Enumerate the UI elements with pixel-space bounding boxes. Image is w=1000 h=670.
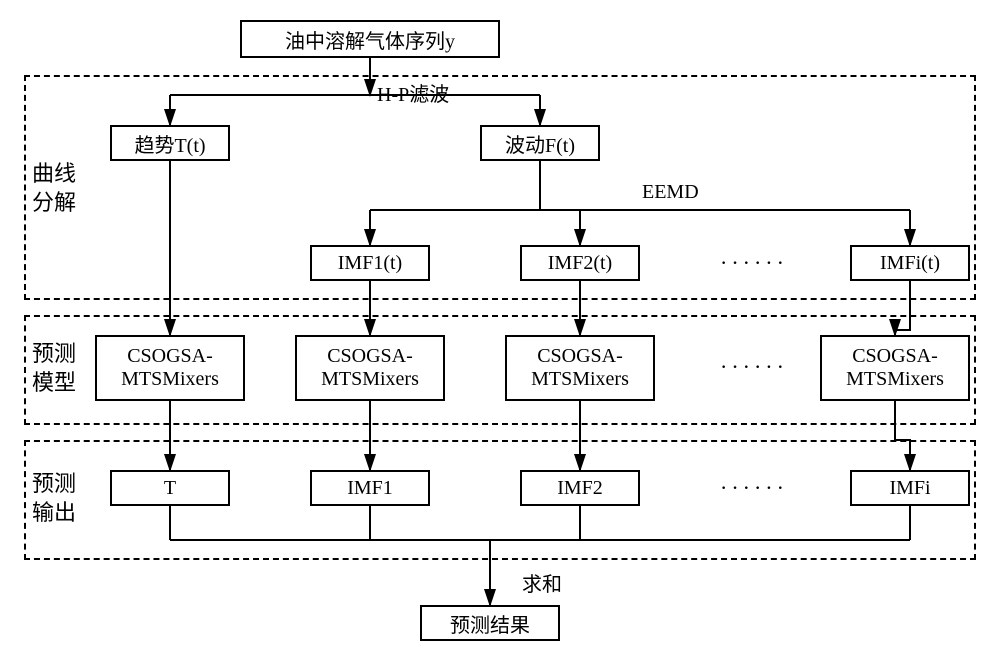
node-output-imf1: IMF1 <box>310 470 430 506</box>
label-output-l1: 预测 <box>32 471 76 496</box>
label-decomposition: 曲线 分解 <box>32 160 82 217</box>
label-decomposition-l2: 分解 <box>32 190 76 215</box>
node-output-imf2-text: IMF2 <box>557 477 603 500</box>
node-model-4-text: CSOGSA-MTSMixers <box>830 345 960 391</box>
label-model: 预测 模型 <box>32 340 82 397</box>
node-output-imf2: IMF2 <box>520 470 640 506</box>
label-output: 预测 输出 <box>32 470 82 527</box>
ellipsis-imf: ······ <box>720 250 788 276</box>
label-decomposition-l1: 曲线 <box>32 161 76 186</box>
node-trend: 趋势T(t) <box>110 125 230 161</box>
label-sum: 求和 <box>520 568 564 597</box>
label-hp-filter: H-P滤波 <box>375 78 451 107</box>
node-output-imfi-text: IMFi <box>889 477 930 500</box>
label-output-l2: 输出 <box>32 500 76 525</box>
node-imf2-text: IMF2(t) <box>548 252 612 275</box>
node-model-1: CSOGSA-MTSMixers <box>95 335 245 401</box>
node-model-2-text: CSOGSA-MTSMixers <box>305 345 435 391</box>
node-imfi: IMFi(t) <box>850 245 970 281</box>
node-model-1-text: CSOGSA-MTSMixers <box>105 345 235 391</box>
node-model-3-text: CSOGSA-MTSMixers <box>515 345 645 391</box>
ellipsis-output: ······ <box>720 475 788 501</box>
node-model-4: CSOGSA-MTSMixers <box>820 335 970 401</box>
node-fluctuation: 波动F(t) <box>480 125 600 161</box>
node-output-imfi: IMFi <box>850 470 970 506</box>
node-result-text: 预测结果 <box>450 609 530 638</box>
node-result: 预测结果 <box>420 605 560 641</box>
node-imf1-text: IMF1(t) <box>338 252 402 275</box>
node-output-imf1-text: IMF1 <box>347 477 393 500</box>
node-imfi-text: IMFi(t) <box>880 252 940 275</box>
label-model-l2: 模型 <box>32 370 76 395</box>
node-fluctuation-text: 波动F(t) <box>505 129 575 158</box>
node-model-3: CSOGSA-MTSMixers <box>505 335 655 401</box>
section-decomposition <box>24 75 976 300</box>
label-model-l1: 预测 <box>32 341 76 366</box>
node-model-2: CSOGSA-MTSMixers <box>295 335 445 401</box>
node-input-series-text: 油中溶解气体序列y <box>285 25 455 54</box>
node-output-t: T <box>110 470 230 506</box>
node-trend-text: 趋势T(t) <box>134 129 205 158</box>
flowchart-root: 曲线 分解 预测 模型 预测 输出 油中溶解气体序列y H-P滤波 EEMD 求… <box>20 20 980 650</box>
node-output-t-text: T <box>164 477 176 500</box>
node-imf1: IMF1(t) <box>310 245 430 281</box>
label-eemd: EEMD <box>640 181 701 204</box>
ellipsis-model: ······ <box>720 354 788 380</box>
node-input-series: 油中溶解气体序列y <box>240 20 500 58</box>
node-imf2: IMF2(t) <box>520 245 640 281</box>
